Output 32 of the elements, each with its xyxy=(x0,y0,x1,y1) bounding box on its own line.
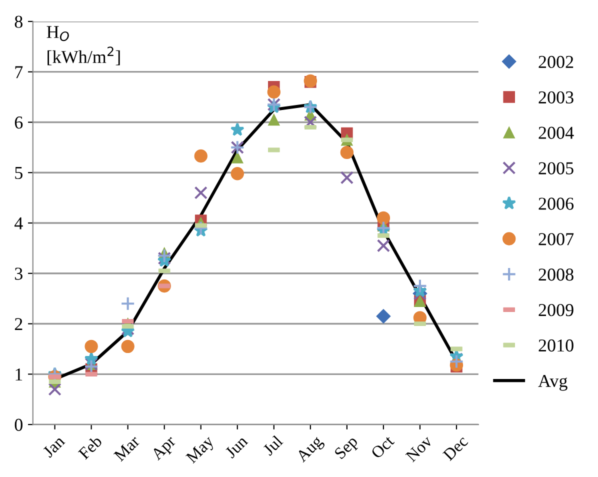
x-tick-label: Apr xyxy=(150,434,179,464)
legend-label: 2003 xyxy=(538,91,574,104)
x-tick-label: Aug xyxy=(295,434,326,466)
x-tick-label: Oct xyxy=(370,434,395,460)
legend-label: 2009 xyxy=(538,304,574,316)
x-tick-label: May xyxy=(185,434,217,466)
y-tick-label: 3 xyxy=(15,268,22,280)
legend-label: 2007 xyxy=(538,233,574,246)
y-tick-label: 1 xyxy=(16,368,22,380)
x-tick-label: Mar xyxy=(113,434,140,462)
x-tick-label: Dec xyxy=(442,435,469,462)
y-tick-label: 6 xyxy=(14,116,23,129)
y-tick-label: 0 xyxy=(14,418,22,431)
x-tick-label: Jan xyxy=(42,434,66,458)
y-axis-title: H$_{O}$ [kWh/m$^{2}$] xyxy=(46,26,120,66)
legend-label: 2010 xyxy=(538,339,574,352)
x-tick-label: Jul xyxy=(262,434,284,456)
legend-label: Avg xyxy=(538,374,568,391)
x-tick-label: Jun xyxy=(224,434,248,459)
legend-label: 2008 xyxy=(538,268,574,281)
legend-label: 2004 xyxy=(538,126,574,139)
y-tick-label: 8 xyxy=(14,16,22,28)
x-tick-label: Sep xyxy=(334,435,361,462)
x-tick-label: Feb xyxy=(77,434,103,460)
legend-label: 2002 xyxy=(538,56,574,68)
legend-label: 2005 xyxy=(538,162,574,174)
y-tick-label: 4 xyxy=(14,217,23,230)
y-tick-label: 2 xyxy=(14,318,22,330)
y-tick-label: 7 xyxy=(15,66,23,78)
x-tick-label: Nov xyxy=(405,434,434,463)
legend-label: 2006 xyxy=(538,198,574,210)
y-tick-label: 5 xyxy=(15,167,22,180)
